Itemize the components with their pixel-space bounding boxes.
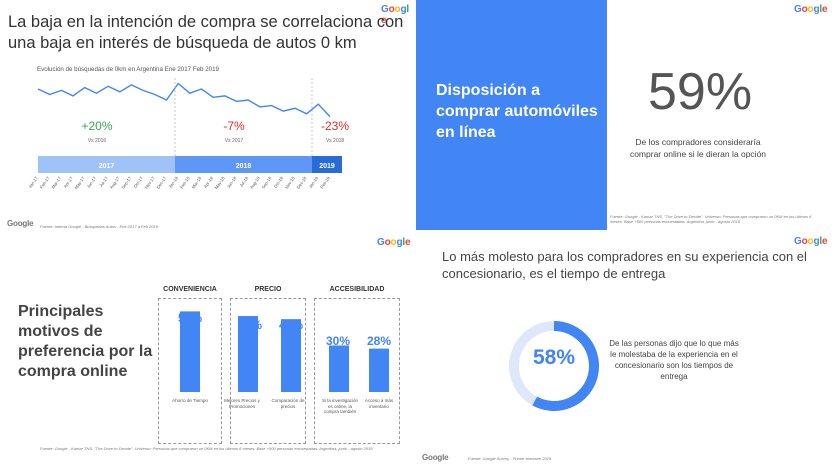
bar-label-comparacion: Comparación de precios	[271, 398, 305, 409]
year-band	[175, 156, 312, 173]
bar-label-tiempo: Ahorro de Tiempo	[172, 398, 208, 403]
google-logo-footer: Google	[7, 219, 34, 228]
x-tick-label: Sep-18	[261, 175, 273, 189]
bar	[238, 316, 258, 392]
x-tick-label: Oct-17	[133, 175, 145, 189]
source-note: Fuente: Google - Kantar TNS, "The Drive …	[610, 214, 812, 224]
bar-label-inventario: Acceso a más inventario	[364, 398, 394, 409]
x-tick-label: Nov-17	[144, 175, 156, 189]
x-tick-label: Aug-18	[249, 175, 261, 189]
bar	[281, 319, 301, 392]
donut-value: 58%	[532, 346, 576, 369]
year-label: 2019	[319, 163, 335, 170]
delivery-donut-chart	[509, 321, 599, 411]
x-tick-label: Nov-18	[284, 175, 296, 189]
x-tick-label: Mar-18	[191, 175, 203, 189]
bar-value-precios: 49%	[237, 318, 263, 332]
year-band	[38, 156, 175, 173]
x-tick-label: Sep-17	[120, 175, 132, 189]
source-note: Fuente: Google - Kantar TNS, "The Drive …	[40, 446, 373, 451]
blue-panel: Disposición a comprar automóviles en lín…	[416, 0, 607, 230]
category-box-conveniencia	[158, 298, 222, 444]
x-tick-label: Apr-18	[203, 175, 215, 189]
x-tick-label: Jan-19	[308, 175, 320, 189]
x-tick-label: Feb-17	[39, 175, 51, 189]
bar-value-investigacion: 30%	[325, 334, 351, 348]
blue-panel-title: Disposición a comprar automóviles en lín…	[436, 82, 598, 141]
x-tick-label: Oct-18	[273, 175, 285, 189]
bar	[369, 348, 389, 392]
x-tick-label: May-17	[73, 175, 85, 190]
bar	[329, 345, 349, 392]
source-note: Fuente: Google Survey - Primer trimestre…	[468, 456, 552, 461]
x-tick-label: Jul-18	[238, 175, 249, 188]
x-tick-label: Dec-18	[296, 175, 308, 189]
change-value: -7%	[223, 119, 245, 133]
source-note: Fuente: Interna Google - Búsquedas Autos…	[40, 224, 158, 229]
x-tick-label: Jun-18	[226, 175, 238, 189]
slide-online-purchase: Disposición a comprar automóviles en lín…	[416, 0, 832, 232]
google-logo: Google	[794, 236, 828, 247]
slide-dealer-complaints: Google Lo más molesto para los comprador…	[416, 234, 832, 465]
series-line	[37, 82, 331, 118]
x-tick-label: Jul-17	[98, 175, 109, 188]
bar-value-tiempo: 52%	[177, 311, 203, 325]
x-tick-label: Apr-17	[63, 175, 75, 189]
x-tick-label: Feb-18	[179, 175, 191, 189]
x-tick-label: Aug-17	[109, 175, 121, 189]
donut-slice	[532, 321, 599, 411]
category-box-accesibilidad	[314, 298, 400, 444]
slide-title: La baja en la intención de compra se cor…	[8, 13, 404, 52]
x-tick-label: May-18	[214, 175, 226, 190]
year-band	[312, 156, 342, 173]
bar-label-investigacion: Si la investigación es online, la compra…	[321, 398, 359, 414]
google-logo: Google	[381, 4, 409, 26]
search-line-chart: +20% Vs 2016 -7% Vs 2017 -23% Vs 2018 2017 2018…	[27, 78, 349, 190]
slide-title: Lo más molesto para los compradores en s…	[442, 249, 807, 281]
x-tick-label: Jan-18	[168, 175, 180, 189]
stat-description: De las personas dijo que lo que más le m…	[609, 339, 739, 381]
change-label: Vs 2017	[225, 138, 244, 144]
category-conveniencia: CONVENIENCIA	[163, 286, 217, 293]
change-label: Vs 2018	[326, 138, 345, 144]
slide-title: Principales motivos de preferencia por l…	[18, 303, 153, 380]
change-value: +20%	[81, 119, 112, 133]
x-tick-label: Mar-17	[50, 175, 62, 189]
x-tick-label: Jun-17	[86, 175, 98, 189]
category-accesibilidad: ACCESIBILIDAD	[329, 286, 385, 293]
slide-preference-reasons: Google Principales motivos de preferenci…	[0, 234, 414, 465]
google-logo: Google	[377, 237, 411, 248]
change-label: Vs 2016	[88, 138, 107, 144]
chart-subtitle: Evolución de búsquedas de 0km en Argenti…	[37, 66, 219, 73]
year-label: 2017	[99, 163, 115, 170]
bar-value-comparacion: 47%	[278, 318, 304, 332]
year-label: 2018	[236, 163, 252, 170]
preference-bar-chart	[180, 311, 389, 392]
change-value: -23%	[321, 119, 349, 133]
google-logo-footer: Google	[422, 453, 449, 462]
stat-description: De los compradores consideraría comprar …	[629, 137, 767, 159]
x-tick-label: Dec-17	[155, 175, 167, 189]
slide-search-trend: Google La baja en la intención de compra…	[0, 0, 414, 232]
bar-label-precios: Mejores Precios y Promociones	[224, 398, 260, 409]
category-box-precio	[230, 298, 306, 444]
google-logo: Google	[794, 4, 828, 15]
x-tick-label: Feb-19	[319, 175, 331, 189]
x-tick-label: Jan-17	[27, 175, 39, 189]
big-percentage: 59%	[648, 63, 753, 121]
category-precio: PRECIO	[254, 286, 282, 293]
bar-value-inventario: 28%	[366, 334, 392, 348]
bar	[180, 311, 200, 392]
